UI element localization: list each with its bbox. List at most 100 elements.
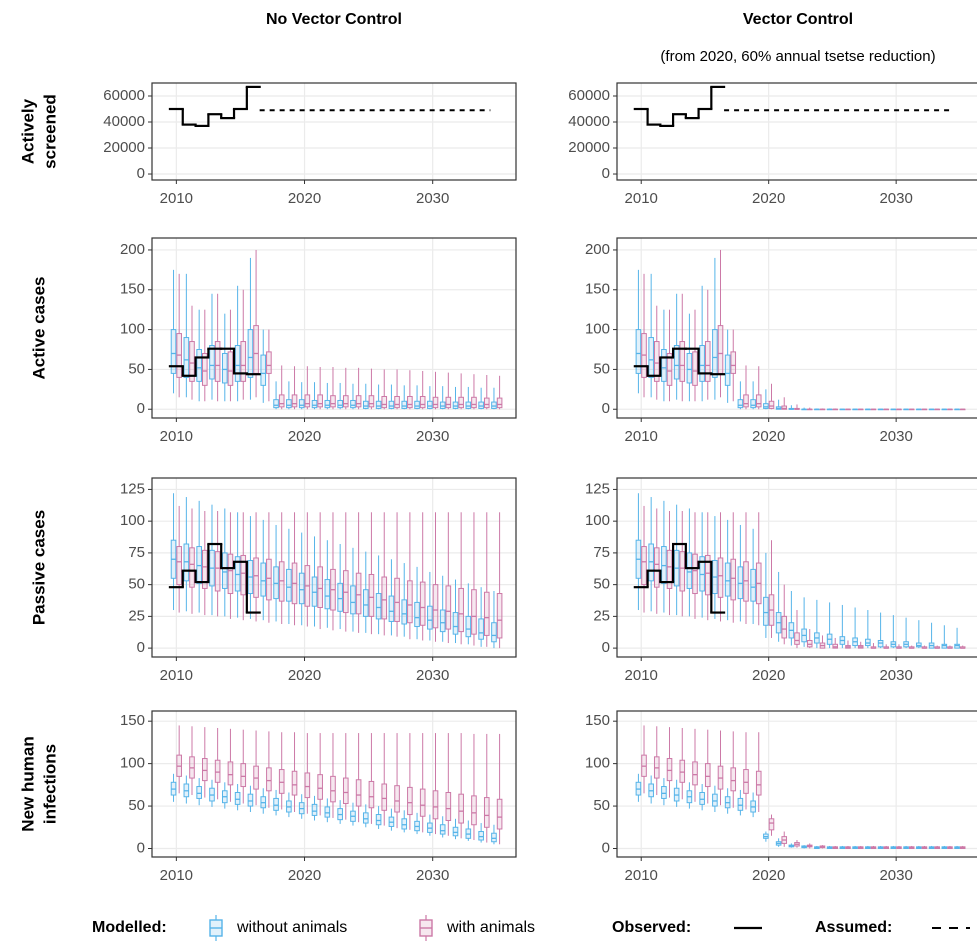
box (717, 325, 724, 374)
box (483, 397, 490, 409)
row-label: Actively (18, 98, 37, 164)
box (641, 546, 647, 586)
box (439, 824, 446, 835)
box (458, 396, 464, 409)
box (755, 770, 762, 796)
box (724, 562, 731, 597)
box (311, 803, 318, 816)
x-tick-label: 2020 (288, 667, 321, 684)
box (666, 758, 673, 782)
x-tick-label: 2020 (288, 190, 321, 207)
box (170, 329, 177, 374)
box (324, 806, 331, 818)
box (317, 566, 323, 608)
box (317, 394, 323, 408)
box (763, 596, 769, 626)
box (781, 615, 788, 639)
box (478, 831, 484, 841)
column-subtitle: (from 2020, 60% annual tsetse reduction) (660, 48, 935, 65)
y-tick-label: 75 (593, 544, 610, 561)
x-tick-label: 2020 (752, 867, 785, 884)
box (661, 786, 667, 799)
box (368, 780, 375, 809)
box (214, 759, 221, 783)
box (432, 396, 439, 409)
box (717, 557, 724, 598)
x-tick-label: 2020 (752, 667, 785, 684)
box (278, 394, 285, 408)
x-tick-label: 2020 (752, 190, 785, 207)
box (311, 399, 318, 409)
x-tick-label: 2020 (288, 428, 321, 445)
box (704, 763, 711, 788)
y-tick-label: 50 (593, 360, 610, 377)
box (743, 394, 749, 408)
box (388, 400, 395, 409)
box (381, 783, 388, 811)
box (247, 329, 254, 378)
box (337, 582, 343, 612)
box (458, 793, 464, 824)
box (445, 585, 452, 630)
box (342, 777, 349, 805)
box (401, 599, 408, 625)
column-title: No Vector Control (266, 11, 402, 28)
box (496, 397, 503, 409)
box (661, 349, 667, 382)
box (196, 786, 202, 799)
box (266, 351, 272, 374)
panel-border (151, 477, 517, 658)
panel-background (617, 238, 977, 418)
box (781, 405, 788, 410)
x-tick-label: 2030 (879, 867, 912, 884)
x-tick-label: 2010 (160, 867, 193, 884)
box (465, 615, 472, 638)
box (686, 352, 693, 384)
box (362, 812, 369, 824)
box (273, 399, 279, 409)
box (209, 345, 215, 380)
y-tick-label: 60000 (568, 87, 610, 104)
box (452, 612, 459, 635)
box (419, 788, 426, 817)
y-tick-label: 0 (137, 400, 145, 417)
box (755, 394, 762, 408)
box (260, 562, 267, 597)
box (375, 814, 382, 826)
x-tick-label: 2010 (160, 667, 193, 684)
x-tick-label: 2030 (416, 667, 449, 684)
box (635, 329, 642, 374)
box (304, 772, 311, 799)
box (445, 396, 452, 409)
y-tick-label: 75 (128, 544, 145, 561)
box (653, 341, 660, 382)
box (712, 793, 718, 807)
box (304, 394, 311, 408)
box (362, 400, 369, 409)
box (491, 832, 497, 843)
x-tick-label: 2030 (879, 667, 912, 684)
x-tick-label: 2010 (625, 667, 658, 684)
box (666, 352, 673, 386)
y-tick-label: 150 (585, 281, 610, 298)
box (737, 399, 744, 409)
x-tick-label: 2010 (625, 867, 658, 884)
box (750, 399, 756, 409)
box (330, 395, 336, 408)
box (471, 396, 477, 409)
box (724, 354, 731, 386)
box (648, 337, 654, 378)
box (491, 622, 497, 643)
box (227, 553, 234, 595)
box (666, 549, 673, 589)
box (214, 341, 221, 382)
box (750, 568, 756, 602)
box (452, 826, 459, 837)
panel-border (616, 82, 977, 181)
x-tick-label: 2030 (416, 428, 449, 445)
box (407, 580, 413, 624)
row-label: infections (40, 744, 59, 824)
box (432, 584, 439, 629)
panel-background (617, 711, 977, 857)
